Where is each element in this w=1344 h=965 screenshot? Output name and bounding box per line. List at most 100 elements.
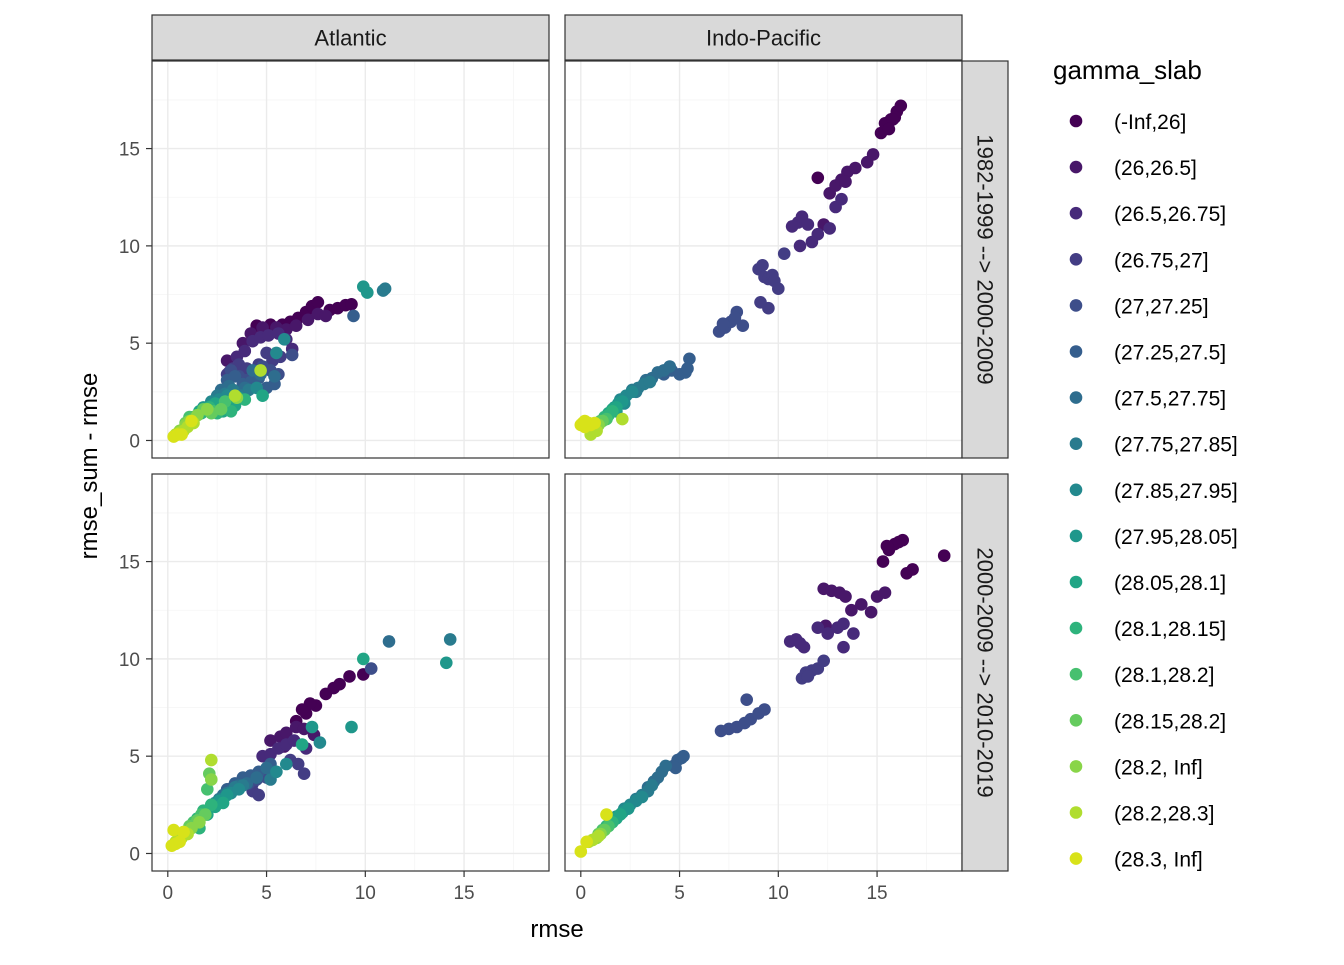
legend-label: (28.3, Inf]: [1114, 849, 1203, 872]
data-point: [805, 235, 819, 249]
data-point: [580, 835, 593, 849]
data-point: [167, 823, 180, 837]
data-point: [736, 319, 750, 333]
legend-label: (27,27.25]: [1114, 295, 1209, 318]
facet-strip-top: [564, 14, 963, 61]
data-point: [280, 757, 293, 771]
legend-key: [1069, 806, 1083, 819]
data-point: [378, 282, 392, 296]
data-point: [677, 749, 690, 763]
data-point: [772, 282, 785, 296]
facet-strip-right: [961, 473, 1009, 872]
data-point: [250, 771, 263, 784]
data-point: [878, 586, 892, 599]
x-tick-label: 15: [866, 883, 887, 904]
data-point: [835, 192, 848, 206]
data-point: [864, 605, 878, 619]
data-point: [205, 798, 218, 812]
data-point: [268, 370, 281, 383]
data-point: [333, 677, 346, 691]
data-point: [625, 385, 639, 399]
data-point: [205, 773, 218, 786]
legend-key: [1069, 114, 1083, 128]
data-point: [894, 99, 908, 113]
data-point: [291, 757, 305, 771]
data-point: [847, 627, 860, 640]
data-point: [588, 416, 601, 430]
data-point: [361, 286, 374, 299]
data-point: [592, 829, 605, 843]
data-point: [264, 734, 277, 747]
data-point: [440, 656, 453, 670]
legend-title: gamma_slab: [1053, 55, 1202, 85]
data-point: [305, 720, 319, 734]
data-point: [319, 309, 333, 323]
data-point: [228, 389, 242, 403]
legend-key: [1069, 714, 1083, 727]
panel-border: [151, 473, 550, 872]
data-point: [260, 761, 273, 775]
data-point: [201, 783, 214, 796]
x-tick-label: 10: [768, 883, 789, 904]
data-point: [270, 346, 283, 360]
data-point: [278, 333, 291, 346]
data-point: [635, 790, 649, 804]
legend-key: [1069, 483, 1083, 497]
legend-key: [1069, 252, 1083, 266]
legend-label: (26.75,27]: [1114, 249, 1209, 272]
data-point: [357, 652, 370, 666]
data-point: [797, 640, 811, 654]
y-tick-label: 5: [129, 334, 140, 355]
data-point: [793, 239, 807, 253]
data-point: [295, 738, 309, 751]
data-point: [214, 403, 228, 416]
y-tick-label: 10: [119, 650, 140, 671]
data-point: [837, 617, 850, 631]
legend-label: (27.95,28.05]: [1114, 526, 1238, 549]
panel-points: [165, 633, 457, 852]
data-point: [313, 736, 327, 749]
data-point: [201, 403, 214, 416]
legend-label: (28.1,28.2]: [1114, 664, 1214, 687]
legend-key: [1069, 852, 1083, 865]
data-point: [295, 703, 309, 716]
data-point: [756, 259, 769, 272]
data-point: [443, 633, 457, 646]
data-point: [205, 753, 218, 767]
data-point: [345, 720, 358, 734]
data-point: [177, 825, 190, 839]
data-point: [574, 845, 588, 858]
data-point: [614, 808, 627, 821]
y-axis-title: rmse_sum - rmse: [76, 373, 103, 560]
y-tick-label: 0: [129, 844, 140, 865]
legend-label: (26,26.5]: [1114, 157, 1197, 180]
x-tick-label: 15: [453, 883, 474, 904]
data-point: [297, 767, 311, 780]
data-point: [839, 175, 852, 188]
data-point: [232, 783, 246, 796]
facet-strip-label: Atlantic: [314, 26, 386, 51]
data-point: [659, 759, 672, 773]
data-point: [280, 726, 293, 740]
data-point: [311, 296, 325, 309]
data-point: [880, 539, 894, 553]
data-point: [578, 414, 592, 428]
data-point: [886, 113, 900, 126]
data-point: [754, 296, 767, 309]
data-point: [185, 414, 198, 428]
data-point: [238, 344, 252, 358]
x-tick-label: 0: [576, 883, 587, 904]
data-point: [817, 654, 830, 668]
legend: gamma_slab (-Inf,26] (26,26.5] (26.5,26.75]…: [1053, 55, 1238, 872]
legend-label: (28.2, Inf]: [1114, 756, 1203, 779]
data-point: [643, 375, 657, 389]
data-point: [683, 352, 696, 366]
panel-border: [151, 60, 550, 459]
data-point: [839, 590, 852, 603]
data-point: [811, 621, 825, 634]
legend-label: (27.5,27.75]: [1114, 388, 1226, 411]
data-point: [896, 533, 909, 547]
data-point: [285, 348, 299, 362]
